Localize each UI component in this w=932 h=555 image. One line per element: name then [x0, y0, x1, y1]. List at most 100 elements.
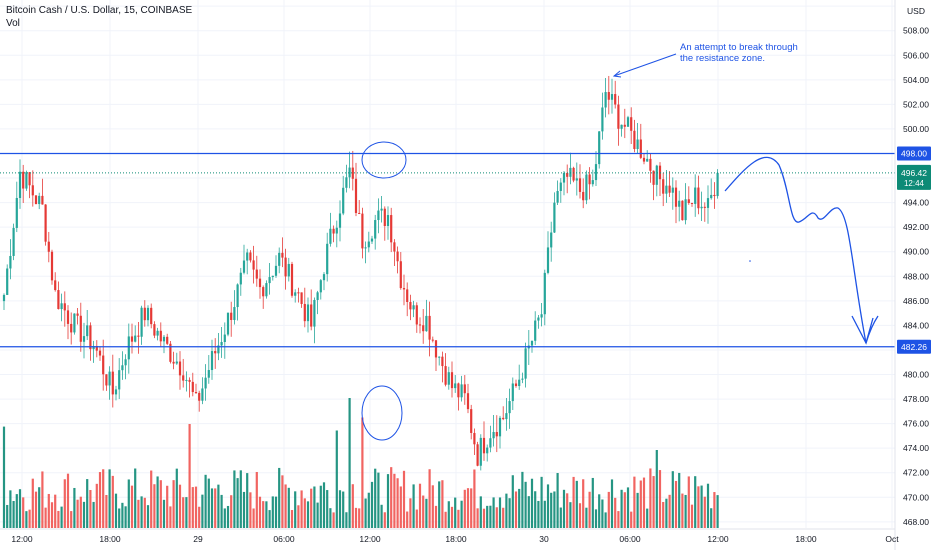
candle-body [98, 350, 102, 356]
candle-body [140, 307, 143, 337]
candle-body [690, 202, 694, 204]
volume-bar [642, 477, 646, 528]
candle-body [130, 336, 134, 342]
candle-body [511, 383, 514, 402]
volume-bar [281, 475, 284, 528]
volume-bar [716, 495, 719, 528]
candle-body [182, 375, 185, 381]
volume-bar [63, 479, 66, 528]
volume-bar [50, 502, 54, 528]
candle-body [550, 232, 553, 248]
volume-indicator-label[interactable]: Vol [6, 18, 20, 29]
candle-body [444, 366, 447, 385]
volume-bar [194, 486, 198, 528]
candle-body [486, 447, 489, 454]
candle-body [358, 212, 361, 214]
volume-bar [9, 490, 12, 528]
candle-body [409, 301, 412, 310]
volume-bar [620, 489, 623, 528]
volume-bar [70, 511, 73, 528]
volume-bar [150, 470, 153, 528]
volume-bar [594, 509, 598, 528]
candle-body [383, 208, 386, 226]
candle-body [220, 342, 223, 346]
candle-body [159, 330, 162, 342]
volume-bar [674, 480, 678, 528]
candle-body [204, 377, 207, 389]
volume-bar [73, 487, 76, 528]
candle-body [652, 170, 655, 185]
volume-bar [617, 511, 620, 528]
candle-body [271, 275, 274, 278]
candle-body [342, 187, 345, 214]
candle-body [610, 94, 614, 100]
volume-bar [316, 502, 319, 528]
candle-body [191, 381, 194, 393]
candle-body [569, 167, 572, 177]
candle-body [310, 304, 313, 327]
candle-body [332, 228, 335, 234]
resistance-note-line: the resistance zone. [680, 53, 765, 64]
candle-body [76, 313, 79, 316]
candle-body [54, 280, 57, 291]
candle-body [703, 206, 706, 208]
time-tick-label: 06:00 [273, 534, 295, 544]
candle-body [217, 345, 220, 354]
candle-body [434, 340, 438, 358]
volume-bar [89, 490, 92, 528]
candle-body [431, 339, 434, 341]
volume-bar [514, 491, 518, 528]
volume-bar [34, 491, 38, 528]
volume-bar [338, 490, 342, 528]
candle-body [351, 167, 354, 179]
price-tick-label: 494.00 [903, 198, 929, 208]
candle-body [646, 158, 649, 162]
candle-body [422, 325, 425, 332]
volume-bar [300, 490, 303, 528]
candle-body [470, 409, 473, 433]
volume-bar [294, 491, 297, 528]
volume-bar [524, 481, 527, 528]
volume-bar [198, 506, 201, 528]
candle-body [556, 190, 559, 203]
candle-body [655, 165, 658, 185]
candle-body [521, 378, 524, 380]
volume-bar [118, 508, 121, 528]
volume-bar [57, 510, 60, 528]
candle-body [57, 290, 60, 310]
volume-bar [636, 492, 639, 528]
candle-body [38, 195, 41, 205]
volume-bar [108, 469, 111, 528]
volume-bar [76, 499, 79, 528]
volume-bar [140, 496, 143, 528]
candle-body [274, 265, 278, 276]
volume-bar [159, 480, 162, 528]
candle-body [258, 278, 262, 288]
candle-body [41, 195, 44, 205]
candle-body [530, 340, 534, 346]
candle-body [143, 307, 146, 321]
candle-body [300, 292, 303, 304]
volume-bar [143, 497, 146, 528]
volume-bar [655, 450, 658, 528]
candle-body [207, 370, 210, 378]
volume-bar [303, 498, 306, 528]
candle-body [562, 172, 566, 183]
volume-bar [543, 500, 546, 528]
symbol-title[interactable]: Bitcoin Cash / U.S. Dollar, 15, COINBASE [6, 5, 193, 16]
candle-body [582, 191, 585, 201]
volume-bar [386, 474, 390, 528]
volume-bar [153, 484, 156, 528]
candle-body [18, 171, 22, 198]
volume-bar [124, 506, 127, 528]
volume-bar [511, 475, 514, 528]
price-tick-label: 476.00 [903, 419, 929, 429]
volume-bar [246, 473, 249, 528]
candle-body [406, 289, 409, 302]
price-tick-label: 468.00 [903, 517, 929, 527]
volume-bar [172, 480, 175, 528]
candle-body [322, 274, 326, 281]
